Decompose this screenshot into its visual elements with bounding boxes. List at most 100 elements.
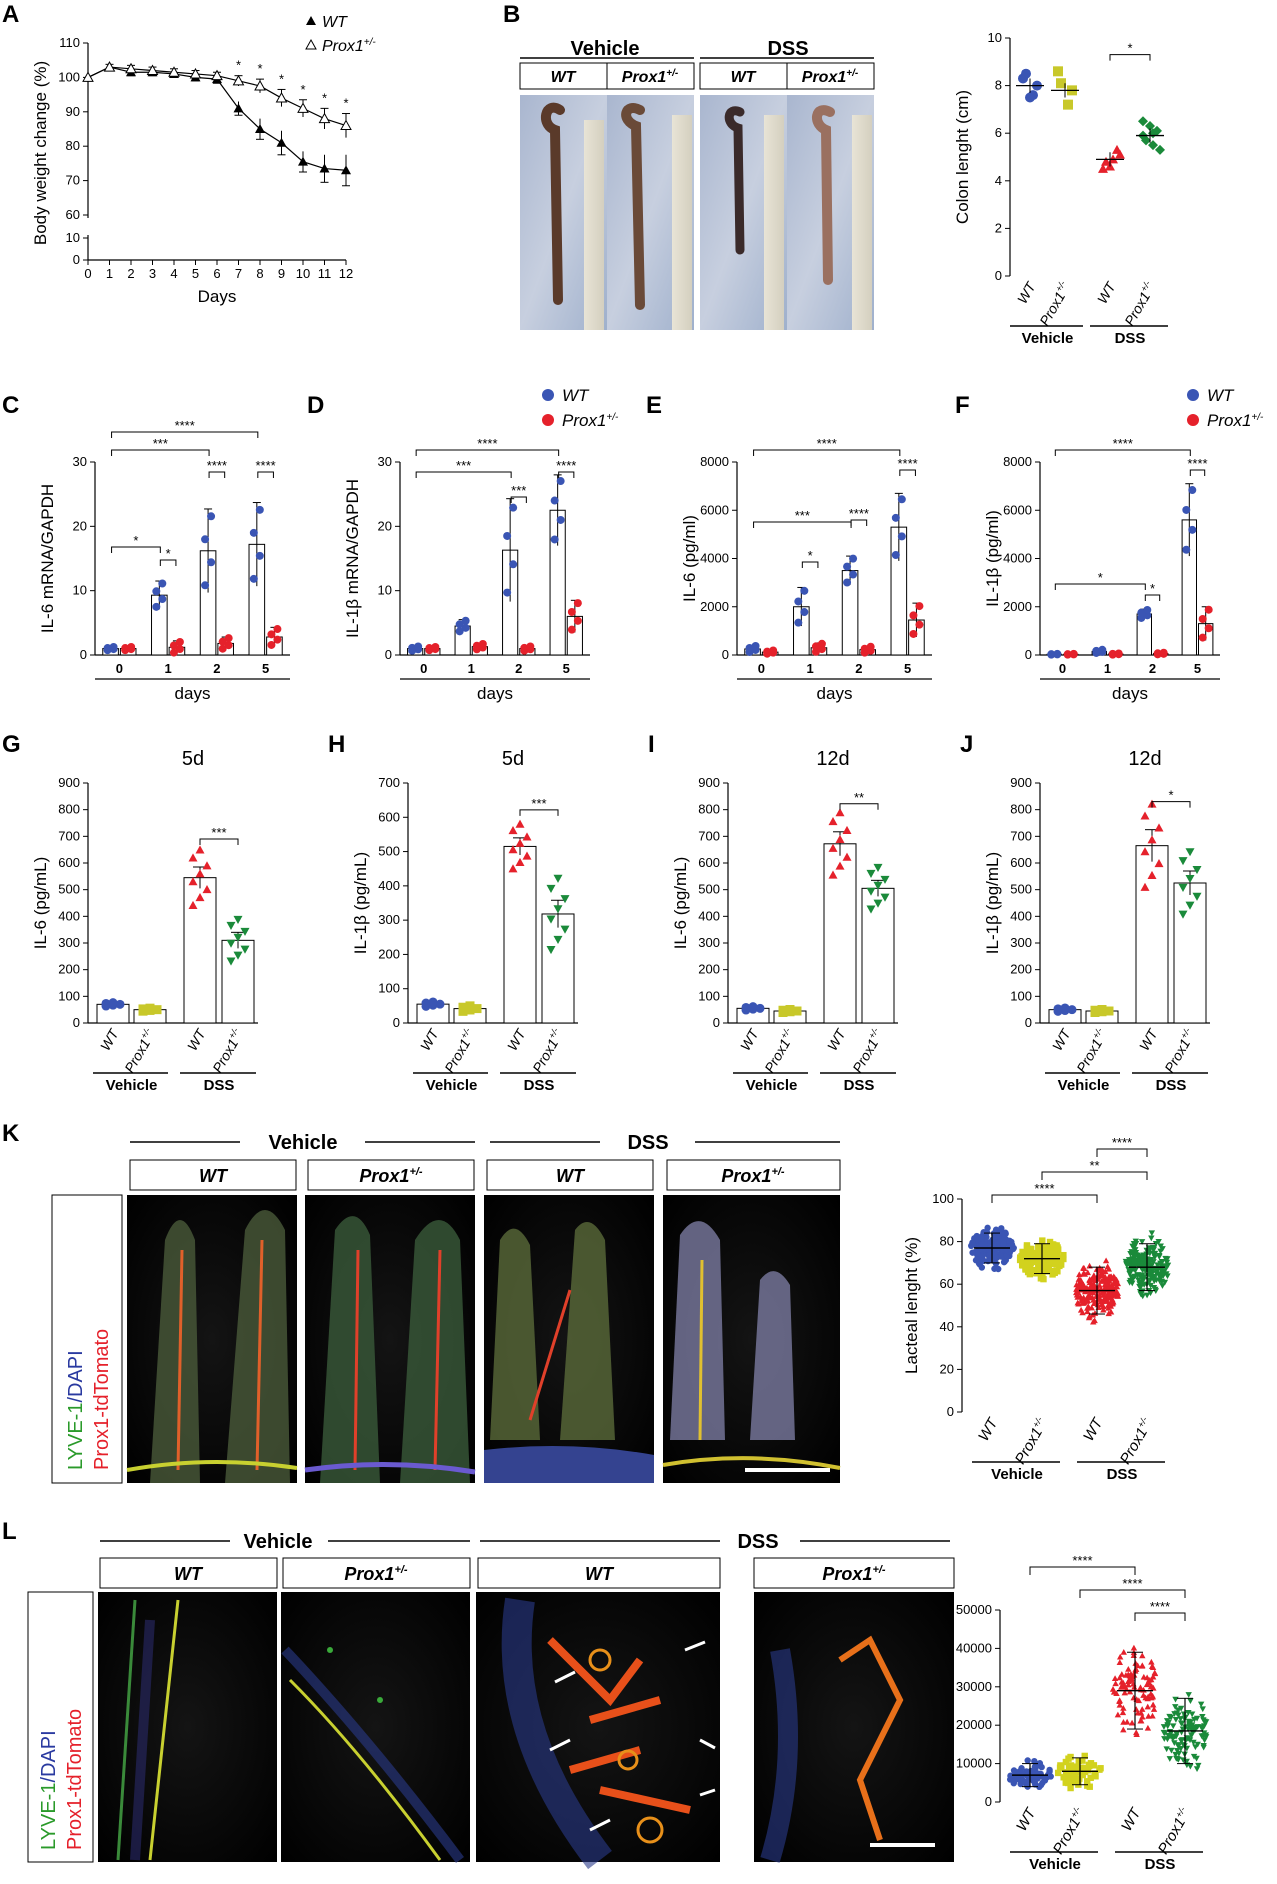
h-point bbox=[428, 997, 438, 1007]
d-point bbox=[478, 639, 487, 648]
b-y-tick-label: 10 bbox=[988, 30, 1002, 45]
g-point bbox=[233, 933, 243, 942]
j-bracket-star: * bbox=[1168, 788, 1173, 803]
k-point bbox=[1157, 1248, 1164, 1255]
k-point bbox=[1077, 1306, 1085, 1313]
b-y-tick-label: 6 bbox=[995, 125, 1002, 140]
k-cat-prox-sup: +/- bbox=[1135, 1415, 1149, 1429]
e-x-tick-label: 2 bbox=[855, 661, 862, 676]
l-point bbox=[1142, 1694, 1149, 1701]
g-point bbox=[188, 900, 198, 909]
b-cat-prox-sup: +/- bbox=[1138, 279, 1152, 293]
k-point bbox=[1139, 1275, 1146, 1282]
i-point bbox=[741, 1002, 751, 1012]
l-point bbox=[1190, 1753, 1198, 1760]
e-point bbox=[897, 495, 906, 504]
c-point bbox=[169, 648, 178, 657]
l-point bbox=[1174, 1756, 1181, 1762]
c-point bbox=[207, 512, 216, 521]
j-y-tick-label: 600 bbox=[1010, 855, 1032, 870]
k-point bbox=[978, 1235, 985, 1242]
a-point-prox bbox=[82, 71, 94, 82]
l-point bbox=[1075, 1765, 1083, 1772]
j-bracket bbox=[1151, 801, 1191, 808]
b-point bbox=[1053, 66, 1063, 77]
b-prox-dss-label: Prox1+/- bbox=[802, 68, 859, 86]
e-bracket bbox=[753, 449, 901, 456]
i-bracket bbox=[839, 803, 879, 810]
k-point bbox=[1037, 1275, 1045, 1282]
l-point bbox=[1138, 1717, 1145, 1724]
k-point bbox=[1036, 1263, 1044, 1270]
j-point bbox=[1097, 1005, 1107, 1015]
k-point bbox=[1086, 1279, 1094, 1285]
k-y-tick-label: 60 bbox=[940, 1276, 954, 1291]
a-star: * bbox=[257, 61, 262, 76]
c-bracket bbox=[111, 449, 210, 456]
k-point bbox=[1054, 1268, 1061, 1275]
d-bracket bbox=[415, 471, 512, 478]
a-x-tick-label: 3 bbox=[149, 266, 156, 281]
k-point bbox=[1104, 1263, 1111, 1270]
f-bracket-star: * bbox=[1150, 581, 1155, 596]
l-point bbox=[1137, 1684, 1144, 1691]
l-bracket bbox=[1079, 1589, 1186, 1598]
b-y-label: Colon lenght (cm) bbox=[953, 90, 972, 224]
chart-h: 5d 0 100 200 300 400 500 600 700 IL-1β (pg/mL) ***… bbox=[351, 748, 578, 1094]
h-point bbox=[508, 845, 518, 854]
l-point bbox=[1019, 1777, 1027, 1784]
l-point bbox=[1116, 1698, 1123, 1704]
g-bracket bbox=[199, 838, 239, 845]
l-y-tick-label: 30000 bbox=[956, 1679, 992, 1694]
a-y-tick-label: 80 bbox=[66, 138, 80, 153]
i-bar bbox=[823, 843, 857, 1024]
k-y-tick-label: 100 bbox=[932, 1191, 954, 1206]
panel-label-f: F bbox=[955, 392, 970, 419]
l-point bbox=[1177, 1738, 1185, 1744]
h-cat-wt: WT bbox=[417, 1025, 442, 1053]
e-point bbox=[769, 646, 778, 655]
c-point bbox=[249, 528, 258, 537]
k-point bbox=[1083, 1298, 1091, 1304]
l-point bbox=[1120, 1679, 1127, 1686]
a-point-prox bbox=[103, 61, 116, 72]
e-point bbox=[849, 554, 858, 563]
c-point bbox=[169, 641, 178, 650]
micrograph-l-prox-dss bbox=[754, 1592, 954, 1863]
k-bracket bbox=[1096, 1148, 1148, 1157]
j-group-vehicle: Vehicle bbox=[1058, 1077, 1110, 1094]
j-point bbox=[1185, 848, 1195, 857]
f-y-label: IL-1β (pg/ml) bbox=[983, 510, 1002, 607]
k-wt-dss-label: WT bbox=[556, 1166, 586, 1186]
l-point bbox=[1134, 1662, 1141, 1669]
k-point bbox=[973, 1232, 981, 1240]
l-point bbox=[1198, 1733, 1205, 1740]
k-stain-legend: LYVE-1/DAPI bbox=[65, 1350, 87, 1470]
l-bracket-star: **** bbox=[1122, 1576, 1142, 1591]
a-x-tick-label: 5 bbox=[192, 266, 199, 281]
l-cat-prox-text: Prox1 bbox=[1050, 1815, 1084, 1857]
g-cat-wt: WT bbox=[184, 1025, 209, 1053]
h-point bbox=[421, 998, 431, 1008]
k-point bbox=[1090, 1296, 1097, 1303]
l-point bbox=[1065, 1755, 1072, 1762]
i-group-vehicle: Vehicle bbox=[746, 1077, 798, 1094]
k-point bbox=[1035, 1253, 1042, 1261]
k-point bbox=[1026, 1260, 1034, 1268]
d-point bbox=[520, 643, 529, 652]
l-cat-prox-sup: +/- bbox=[1068, 1805, 1082, 1819]
e-y-tick-label: 8000 bbox=[700, 454, 729, 469]
l-point bbox=[1123, 1718, 1131, 1725]
j-y-tick-label: 400 bbox=[1010, 908, 1032, 923]
h-point bbox=[472, 1004, 482, 1014]
f-y-tick-label: 0 bbox=[1025, 647, 1032, 662]
l-y-tick-label: 20000 bbox=[956, 1717, 992, 1732]
e-point bbox=[866, 642, 875, 651]
l-point bbox=[1128, 1719, 1136, 1726]
c-y-tick-label: 10 bbox=[73, 583, 87, 598]
k-point bbox=[1016, 1254, 1024, 1261]
k-point bbox=[1146, 1246, 1154, 1253]
f-x-tick-label: 2 bbox=[1149, 661, 1156, 676]
e-x-tick-label: 5 bbox=[904, 661, 911, 676]
panel-label-h: H bbox=[328, 731, 345, 758]
